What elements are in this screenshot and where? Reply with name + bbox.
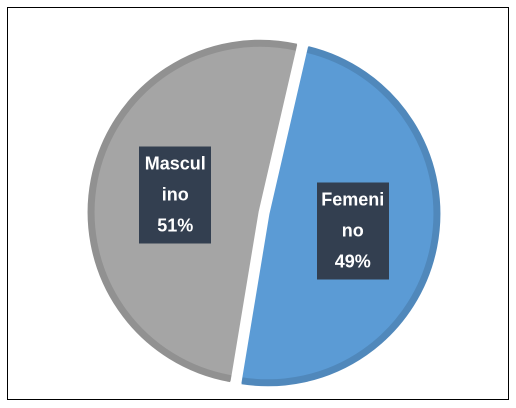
pie-slice-rim (87, 39, 298, 383)
chart-frame (7, 7, 509, 400)
data-label: Femenino 49% (316, 182, 389, 280)
value-label: 51% (157, 215, 194, 236)
data-label: Masculino 51% (139, 146, 212, 244)
category-label: Femenino (321, 189, 385, 241)
pie-slice-rim (241, 46, 441, 387)
value-label: 49% (334, 251, 371, 272)
category-label: Masculino (144, 153, 206, 205)
